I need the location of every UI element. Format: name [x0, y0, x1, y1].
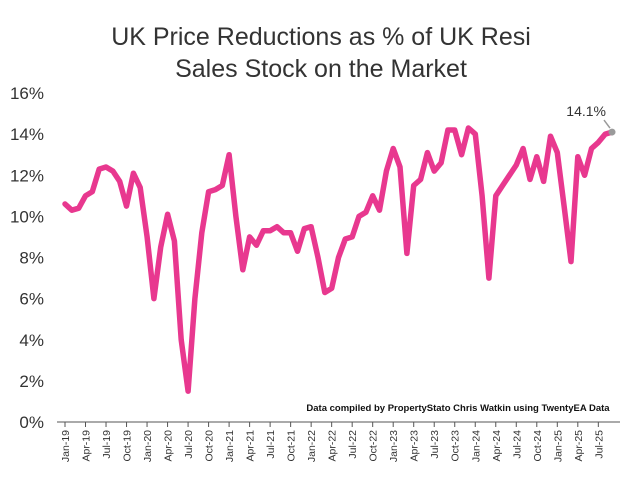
x-tick-label: Jul-21: [265, 430, 277, 459]
annotation-leader: [603, 119, 611, 129]
y-tick-label: 14%: [10, 125, 44, 144]
x-tick-label: Apr-19: [81, 430, 93, 462]
x-tick-label: Jan-21: [224, 430, 236, 462]
x-tick-label: Apr-20: [163, 430, 175, 462]
y-tick-label: 12%: [10, 166, 44, 185]
x-tick-label: Jul-24: [511, 430, 523, 459]
y-tick-label: 10%: [10, 207, 44, 226]
x-tick-label: Oct-21: [286, 430, 298, 462]
y-tick-label: 16%: [10, 84, 44, 103]
x-tick-label: Jan-25: [552, 430, 564, 462]
x-tick-label: Apr-21: [245, 430, 257, 462]
annotation-last-value: 14.1%: [566, 103, 606, 119]
x-tick-label: Jan-23: [388, 430, 400, 462]
y-tick-label: 0%: [19, 413, 44, 432]
x-tick-label: Apr-25: [573, 430, 585, 462]
x-tick-label: Jul-25: [593, 430, 605, 459]
x-tick-label: Apr-24: [491, 430, 503, 462]
x-tick-label: Apr-22: [327, 430, 339, 462]
x-tick-label: Oct-19: [122, 430, 134, 462]
x-tick-label: Oct-23: [450, 430, 462, 462]
x-tick-label: Jul-23: [429, 430, 441, 459]
x-tick-label: Jul-19: [101, 430, 113, 459]
chart-title-line-2: Sales Stock on the Market: [175, 55, 467, 83]
chart-title: UK Price Reductions as % of UK Resi Sale…: [111, 23, 531, 83]
x-tick-label: Jan-22: [306, 430, 318, 462]
x-tick-label: Oct-24: [532, 430, 544, 462]
y-tick-label: 6%: [19, 290, 44, 309]
x-tick-label: Jul-20: [183, 430, 195, 459]
series-line: [62, 125, 615, 394]
y-tick-label: 2%: [19, 372, 44, 391]
x-tick-label: Jul-22: [347, 430, 359, 459]
y-tick-label: 8%: [19, 249, 44, 268]
y-axis: 0% 2% 4% 6% 8% 10% 12% 14% 16%: [10, 84, 44, 432]
x-tick-label: Jan-20: [142, 430, 154, 462]
x-axis: Jan-19 Apr-19 Jul-19 Oct-19 Jan-20 Apr-20 Jul-…: [57, 421, 620, 462]
y-tick-label: 4%: [19, 331, 44, 350]
source-note: Data compiled by PropertyStato Chris Wat…: [306, 403, 610, 414]
x-tick-label: Jan-19: [60, 430, 72, 462]
last-point-marker: [608, 128, 616, 136]
x-tick-label: Jan-24: [470, 430, 482, 462]
series-group: [62, 125, 615, 394]
chart-title-line-1: UK Price Reductions as % of UK Resi: [111, 23, 531, 51]
x-tick-label: Oct-20: [204, 430, 216, 462]
x-tick-label: Apr-23: [409, 430, 421, 462]
x-tick-label: Oct-22: [368, 430, 380, 462]
annotation-group: 14.1%: [566, 103, 616, 136]
